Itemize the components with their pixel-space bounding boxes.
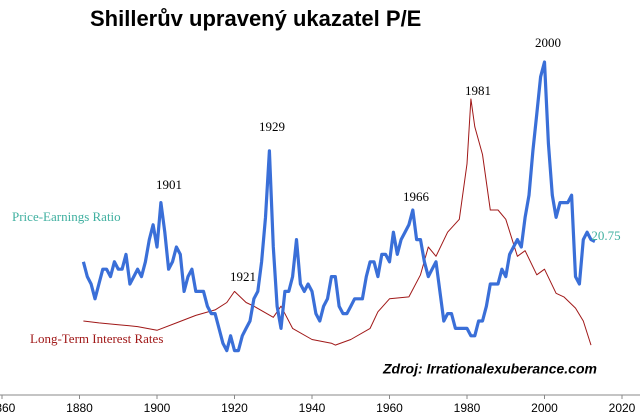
legend-label: Long-Term Interest Rates bbox=[30, 331, 163, 346]
x-tick-label: 2020 bbox=[609, 401, 636, 415]
annotation: 1921 bbox=[230, 269, 256, 284]
x-tick-label: 1900 bbox=[144, 401, 171, 415]
annotation: 1901 bbox=[156, 177, 182, 192]
x-tick-label: 2000 bbox=[531, 401, 558, 415]
source: Zdroj: Irrationalexuberance.com bbox=[382, 361, 597, 377]
series-line bbox=[83, 98, 592, 346]
annotation: 20.75 bbox=[591, 228, 620, 243]
legend-label: Price-Earnings Ratio bbox=[12, 209, 121, 224]
x-tick-label: 1980 bbox=[454, 401, 481, 415]
annotation: 1981 bbox=[465, 83, 491, 98]
chart-title: Shillerův upravený ukazatel P/E bbox=[90, 6, 421, 31]
x-tick-label: 1920 bbox=[221, 401, 248, 415]
series-line bbox=[81, 60, 596, 353]
annotation: 2000 bbox=[535, 35, 561, 50]
x-tick-label: 1940 bbox=[299, 401, 326, 415]
annotation: 1966 bbox=[403, 189, 430, 204]
x-tick-label: 1860 bbox=[0, 401, 16, 415]
x-tick-label: 1880 bbox=[66, 401, 93, 415]
x-tick-label: 1960 bbox=[376, 401, 403, 415]
annotation: 1929 bbox=[259, 119, 285, 134]
